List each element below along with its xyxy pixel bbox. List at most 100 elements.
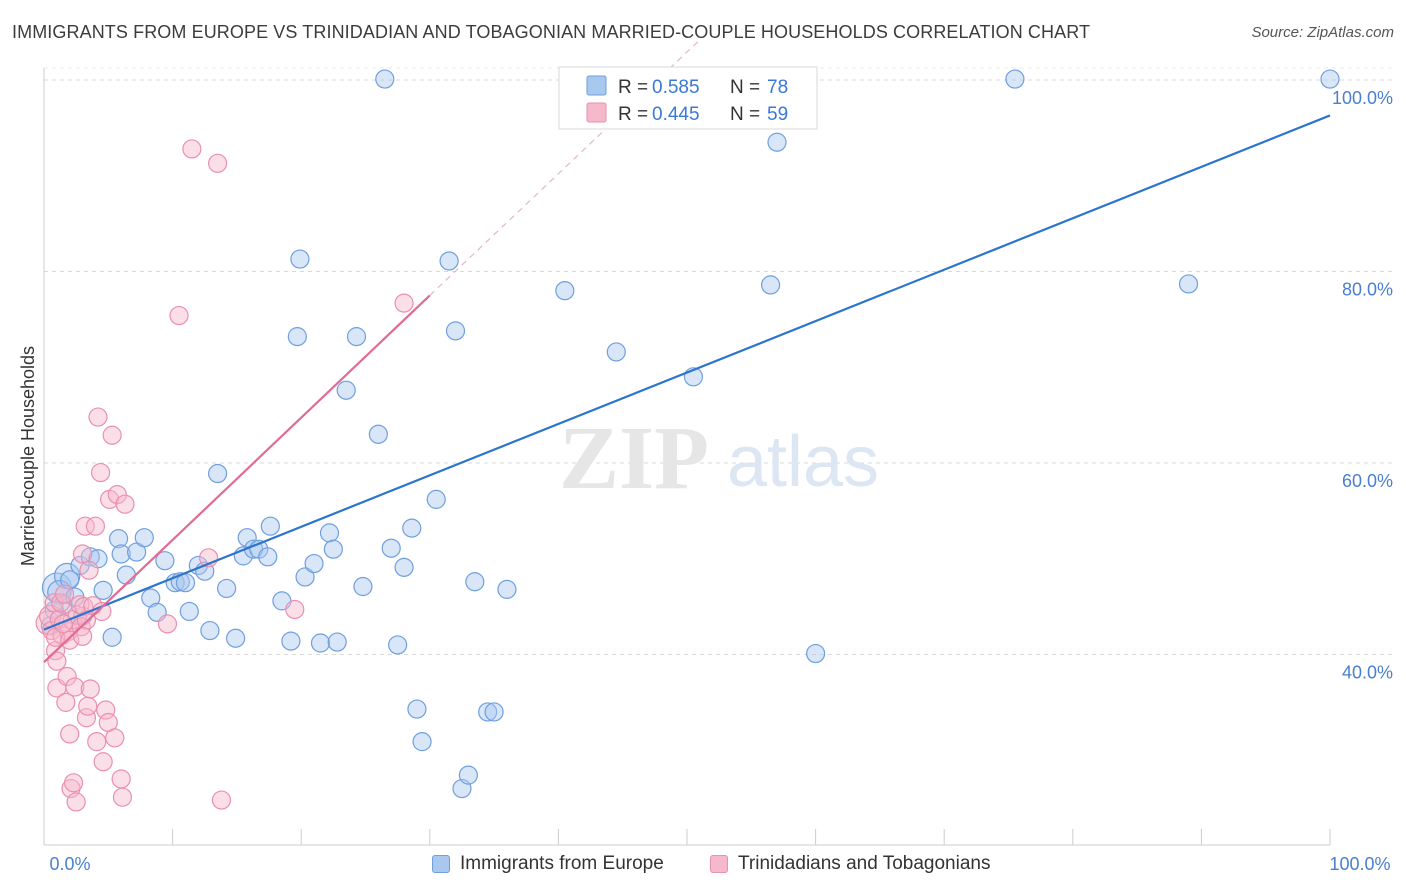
immigrants-point-28 (217, 578, 237, 599)
immigrants-point-45 (327, 632, 347, 652)
legend-swatch-blue (586, 75, 607, 96)
immigrants-point-16 (134, 528, 154, 548)
trinidadians-point-50 (208, 153, 228, 173)
immigrants-point-14 (116, 565, 136, 585)
immigrants-point-17 (141, 588, 161, 608)
trinidadians-point-18 (65, 677, 85, 697)
immigrants-point-72 (805, 643, 826, 664)
trinidadians-point-45 (115, 494, 135, 514)
immigrants-point-13 (111, 544, 131, 564)
trinidadians-point-57 (72, 626, 93, 646)
legend-swatch-pink (586, 102, 607, 123)
immigrants-point-50 (375, 69, 395, 89)
immigrants-point-55 (407, 699, 427, 719)
trinidadians-point-30 (80, 679, 100, 699)
legend-swatch-immigrants (432, 855, 450, 873)
legend-label-immigrants: Immigrants from Europe (460, 853, 664, 874)
immigrants-point-52 (388, 635, 408, 655)
immigrants-point-29 (226, 628, 246, 648)
trinidadians-point-46 (157, 614, 178, 634)
trinidadians-point-28 (78, 696, 98, 716)
immigrants-point-67 (606, 342, 626, 362)
chart-title: IMMIGRANTS FROM EUROPE VS TRINIDADIAN AN… (12, 22, 1091, 42)
trinidadians-point-35 (90, 462, 111, 483)
trinidadians-point-19 (66, 792, 86, 812)
legend-n-label-1: N = (730, 77, 760, 98)
immigrants-point-70 (760, 275, 781, 295)
immigrants-point-10 (93, 580, 113, 600)
immigrants-point-26 (200, 620, 220, 641)
watermark-atlas: atlas (727, 422, 879, 502)
legend-n-value-2: 59 (767, 104, 788, 125)
trinidadians-point-25 (75, 516, 95, 536)
legend-item-immigrants-from-europe: Immigrants from Europe (432, 852, 664, 876)
immigrants-point-46 (336, 380, 356, 400)
immigrants-point-73 (1005, 69, 1025, 89)
y-tick-labels: 40.0% 60.0% 80.0% 100.0% (1332, 88, 1393, 683)
immigrants-point-37 (281, 631, 301, 651)
trinidadians-point-32 (85, 516, 106, 536)
trinidadians-point-29 (79, 560, 99, 580)
immigrants-point-66 (555, 281, 575, 301)
immigrants-point-62 (465, 572, 485, 592)
trinidadians-point-33 (87, 732, 107, 752)
immigrants-point-58 (439, 251, 459, 271)
immigrants-point-61 (458, 765, 478, 785)
trinidadians-point-53 (394, 293, 414, 313)
immigrants-point-47 (346, 327, 367, 347)
immigrants-point-65 (497, 579, 517, 599)
legend-swatch-trinidadians (710, 855, 728, 873)
trinidadians-point-36 (93, 752, 113, 772)
correlation-legend: R = 0.585 N = 78 R = 0.445 N = 59 (558, 66, 818, 130)
trinidadians-point-51 (211, 790, 232, 810)
watermark: ZIP atlas (559, 409, 879, 508)
immigrants-point-12 (108, 529, 129, 549)
immigrants-point-53 (394, 557, 414, 577)
immigrants-point-38 (287, 327, 307, 347)
immigrants-point-44 (323, 539, 343, 559)
x-tick-label-max: 100.0% (1329, 854, 1390, 874)
legend-r-label-2: R = (618, 104, 648, 125)
immigrants-point-11 (102, 627, 122, 647)
immigrants-point-35 (260, 516, 280, 536)
trinidadians-point-12 (57, 666, 77, 687)
immigrants-point-34 (258, 547, 278, 567)
immigrants-point-56 (412, 732, 432, 752)
trinidadians-point-42 (107, 484, 127, 505)
trinidadians-point-41 (105, 728, 125, 748)
immigrants-point-43 (319, 523, 340, 543)
trinidadians-point-47 (169, 305, 189, 326)
trinidadians-point-44 (112, 787, 133, 807)
trinidadians-point-37 (96, 700, 116, 720)
watermark-zip: ZIP (559, 409, 709, 508)
immigrants-point-64 (484, 702, 504, 722)
y-tick-label-60: 60.0% (1342, 471, 1393, 491)
legend-r-value-2: 0.445 (652, 104, 700, 125)
immigrants-point-27 (208, 463, 228, 484)
trinidadians-point-5 (47, 651, 67, 671)
immigrants-point-23 (179, 601, 199, 622)
legend-n-label-2: N = (730, 104, 760, 125)
immigrants-point-75 (1320, 69, 1340, 89)
immigrants-point-63 (478, 702, 498, 722)
immigrants-point-19 (155, 551, 175, 571)
legend-r-value-1: 0.585 (652, 77, 700, 98)
immigrants-point-42 (310, 633, 331, 653)
immigrants-point-59 (445, 321, 466, 341)
trinidadians-point-34 (88, 407, 108, 427)
immigrants-point-48 (353, 576, 373, 597)
x-axis-ticks (172, 829, 1331, 845)
trend-line-trinidadians (43, 294, 431, 663)
immigrants-point-51 (381, 538, 401, 558)
immigrants-point-57 (426, 489, 446, 509)
trinidadians-point-52 (285, 599, 305, 620)
immigrants-point-31 (237, 528, 257, 548)
x-tick-label-min: 0.0% (49, 854, 90, 874)
y-tick-label-100: 100.0% (1332, 88, 1393, 108)
trinidadians-point-10 (54, 584, 75, 604)
immigrants-point-40 (295, 567, 315, 587)
trinidadians-point-14 (60, 724, 80, 744)
trinidadians-point-11 (56, 692, 76, 712)
trinidadians-point-56 (60, 630, 80, 650)
